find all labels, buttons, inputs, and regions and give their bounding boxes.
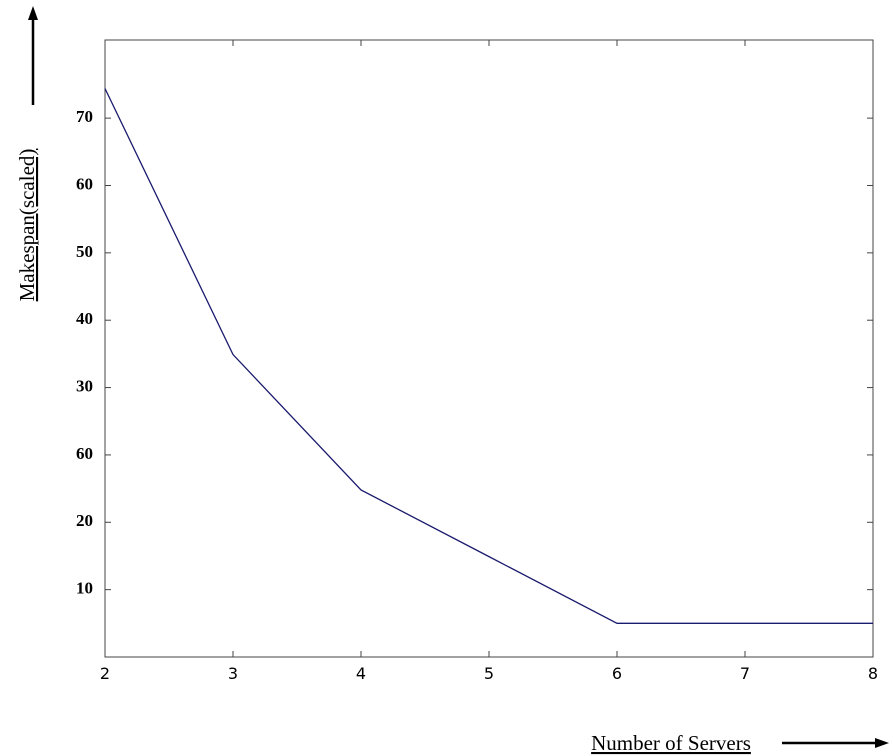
plot-frame [104,39,874,658]
x-tick-label: 6 [612,664,622,683]
y-tick-label: 70 [76,107,93,126]
y-axis-label: Makespan(scaled) [15,149,39,302]
x-tick-label: 8 [868,664,878,683]
y-tick-label: 40 [76,309,93,328]
y-tick-label: 20 [76,511,93,530]
x-tick-label: 7 [740,664,750,683]
x-axis-label: Number of Servers [591,731,751,755]
y-tick-label: 50 [76,242,93,261]
x-tick-label: 3 [228,664,238,683]
data-line [104,88,873,624]
x-tick-label: 5 [484,664,494,683]
y-arrow-head [28,6,38,20]
y-tick-label: 10 [76,579,93,598]
y-tick-label: 30 [76,376,93,395]
x-tick-label: 4 [356,664,366,683]
x-tick-label: 2 [100,664,110,683]
y-tick-label: 60 [76,444,93,463]
x-arrow-head [875,738,889,748]
y-tick-label: 60 [76,174,93,193]
